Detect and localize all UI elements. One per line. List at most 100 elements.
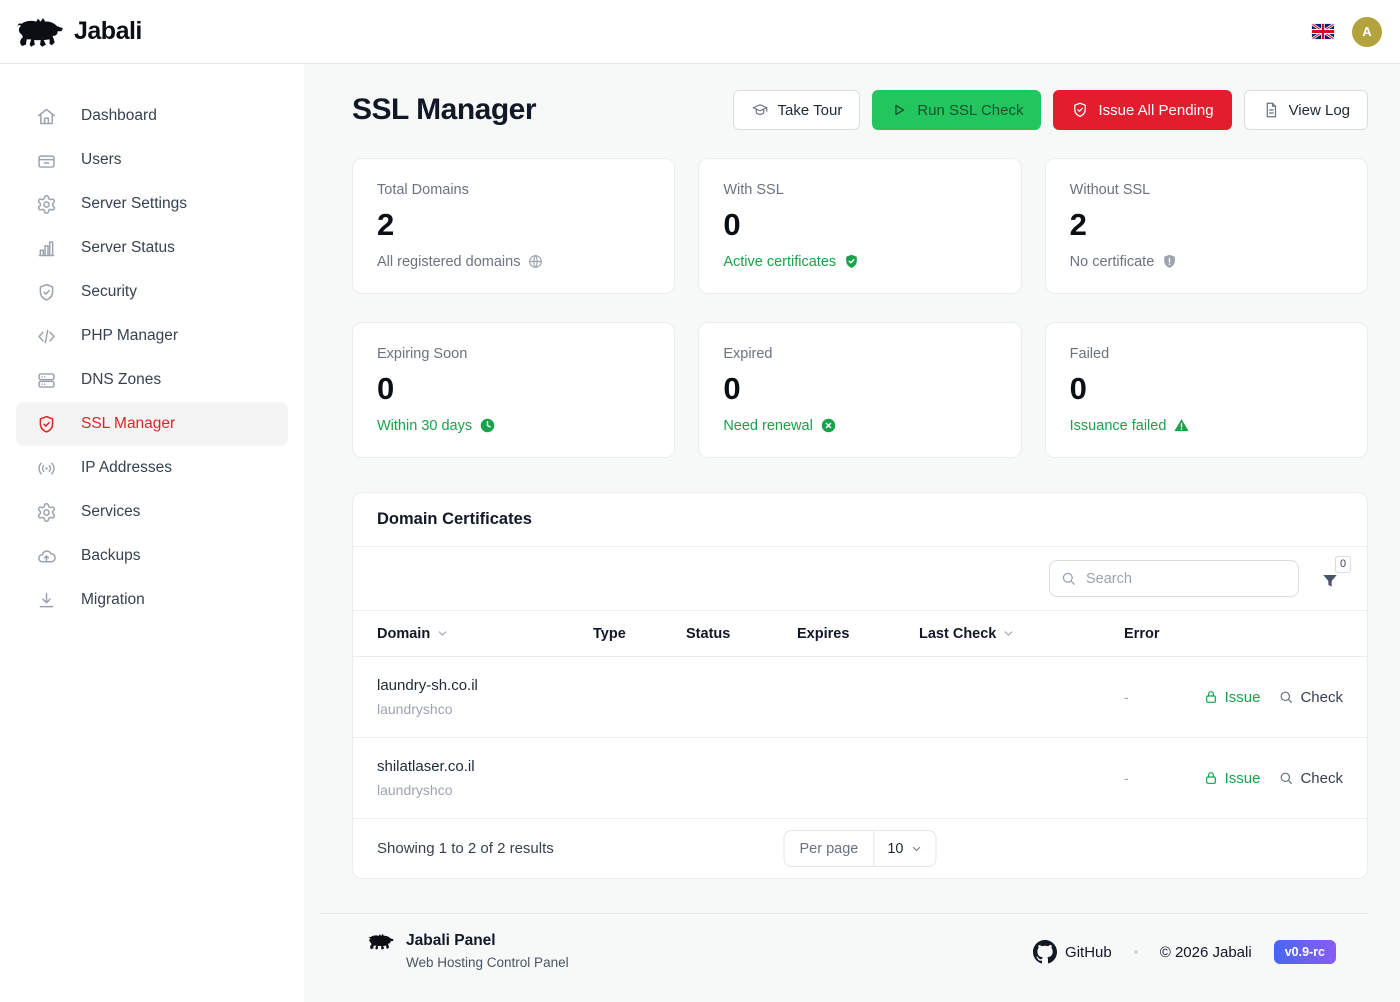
magnifier-icon — [1278, 770, 1294, 786]
page-footer: Jabali Panel Web Hosting Control Panel G… — [320, 913, 1368, 970]
column-header-type: Type — [593, 626, 686, 642]
stat-caption: Need renewal — [723, 418, 812, 434]
sidebar-item-label: PHP Manager — [81, 327, 178, 345]
stat-card-expiring-soon: Expiring Soon 0 Within 30 days — [352, 322, 675, 458]
stat-caption: Within 30 days — [377, 418, 472, 434]
filter-count-badge: 0 — [1335, 556, 1351, 573]
stat-value: 2 — [1070, 207, 1343, 243]
domain-name: shilatlaser.co.il — [377, 758, 593, 775]
sidebar-item-server-status[interactable]: Server Status — [16, 226, 288, 270]
domain-owner: laundryshco — [377, 701, 593, 717]
sidebar-item-label: SSL Manager — [81, 415, 175, 433]
boar-logo-icon — [368, 932, 394, 951]
per-page-select[interactable]: 10 — [873, 831, 935, 866]
shield-check-icon — [1071, 101, 1089, 119]
dot-separator — [1134, 950, 1138, 954]
version-badge: v0.9-rc — [1274, 940, 1336, 964]
play-icon — [890, 101, 908, 119]
stat-card-failed: Failed 0 Issuance failed — [1045, 322, 1368, 458]
sidebar-item-migration[interactable]: Migration — [16, 578, 288, 622]
stat-value: 0 — [1070, 371, 1343, 407]
stat-card-total-domains: Total Domains 2 All registered domains — [352, 158, 675, 294]
document-icon — [1262, 101, 1280, 119]
stat-caption: All registered domains — [377, 254, 520, 270]
filter-button[interactable]: 0 — [1321, 568, 1339, 590]
broadcast-icon — [36, 458, 57, 479]
server-stack-icon — [36, 370, 57, 391]
page-title: SSL Manager — [352, 93, 536, 127]
issue-link[interactable]: Issue — [1203, 689, 1261, 706]
issue-link[interactable]: Issue — [1203, 770, 1261, 787]
lock-icon — [1203, 770, 1219, 786]
column-header-last-check[interactable]: Last Check — [919, 626, 1124, 642]
sidebar-item-server-settings[interactable]: Server Settings — [16, 182, 288, 226]
search-icon — [1060, 570, 1077, 587]
footer-app-name: Jabali Panel — [406, 932, 569, 950]
stat-label: Expired — [723, 346, 996, 362]
stat-card-expired: Expired 0 Need renewal — [698, 322, 1021, 458]
take-tour-button[interactable]: Take Tour — [733, 90, 861, 130]
stat-value: 2 — [377, 207, 650, 243]
stat-label: Without SSL — [1070, 182, 1343, 198]
stat-card-without-ssl: Without SSL 2 No certificate — [1045, 158, 1368, 294]
brand[interactable]: Jabali — [16, 15, 142, 49]
sidebar: Dashboard Users Server Settings Server S… — [0, 64, 304, 1002]
clock-badge-icon — [479, 417, 496, 434]
sidebar-item-php-manager[interactable]: PHP Manager — [16, 314, 288, 358]
graduation-cap-icon — [751, 101, 769, 119]
footer-tagline: Web Hosting Control Panel — [406, 955, 569, 970]
x-circle-badge-icon — [820, 417, 837, 434]
sidebar-item-security[interactable]: Security — [16, 270, 288, 314]
per-page-control: Per page 10 — [784, 830, 937, 867]
search-box — [1049, 560, 1299, 597]
view-log-button[interactable]: View Log — [1244, 90, 1368, 130]
chevron-down-icon — [1002, 627, 1015, 640]
sidebar-item-ip-addresses[interactable]: IP Addresses — [16, 446, 288, 490]
column-header-status: Status — [686, 626, 797, 642]
uk-flag-icon[interactable] — [1312, 24, 1334, 39]
check-link[interactable]: Check — [1278, 689, 1343, 706]
sidebar-item-backups[interactable]: Backups — [16, 534, 288, 578]
gear-icon — [36, 194, 57, 215]
home-icon — [36, 106, 57, 127]
warning-triangle-badge-icon — [1173, 417, 1190, 434]
stat-label: Failed — [1070, 346, 1343, 362]
run-ssl-check-button[interactable]: Run SSL Check — [872, 90, 1041, 130]
column-header-error: Error — [1124, 626, 1343, 642]
github-icon — [1033, 940, 1057, 964]
sidebar-item-label: Services — [81, 503, 140, 521]
issue-all-pending-button[interactable]: Issue All Pending — [1053, 90, 1231, 130]
download-icon — [36, 590, 57, 611]
funnel-icon — [1321, 572, 1339, 590]
sidebar-item-label: Migration — [81, 591, 145, 609]
top-bar: Jabali A — [0, 0, 1400, 64]
brand-title: Jabali — [74, 17, 142, 46]
lock-icon — [1203, 689, 1219, 705]
stat-value: 0 — [377, 371, 650, 407]
sidebar-item-dashboard[interactable]: Dashboard — [16, 94, 288, 138]
per-page-label: Per page — [785, 831, 874, 866]
search-input[interactable] — [1049, 560, 1299, 597]
stat-card-with-ssl: With SSL 0 Active certificates — [698, 158, 1021, 294]
sidebar-item-label: Users — [81, 151, 121, 169]
sidebar-item-label: Server Status — [81, 239, 175, 257]
magnifier-icon — [1278, 689, 1294, 705]
domain-certificates-panel: Domain Certificates 0 Domain Type Sta — [352, 492, 1368, 879]
take-tour-label: Take Tour — [778, 102, 843, 119]
github-link[interactable]: GitHub — [1033, 940, 1112, 964]
boar-logo-icon — [16, 15, 64, 49]
sidebar-item-ssl-manager[interactable]: SSL Manager — [16, 402, 288, 446]
avatar[interactable]: A — [1352, 17, 1382, 47]
sidebar-item-dns-zones[interactable]: DNS Zones — [16, 358, 288, 402]
sidebar-item-services[interactable]: Services — [16, 490, 288, 534]
column-header-domain[interactable]: Domain — [377, 626, 593, 642]
check-link[interactable]: Check — [1278, 770, 1343, 787]
bar-chart-icon — [36, 238, 57, 259]
cloud-upload-icon — [36, 546, 57, 567]
stat-caption: Active certificates — [723, 254, 836, 270]
sidebar-item-users[interactable]: Users — [16, 138, 288, 182]
globe-icon — [527, 253, 544, 270]
code-icon — [36, 326, 57, 347]
gear-icon — [36, 502, 57, 523]
cell-error: - — [1124, 689, 1203, 705]
